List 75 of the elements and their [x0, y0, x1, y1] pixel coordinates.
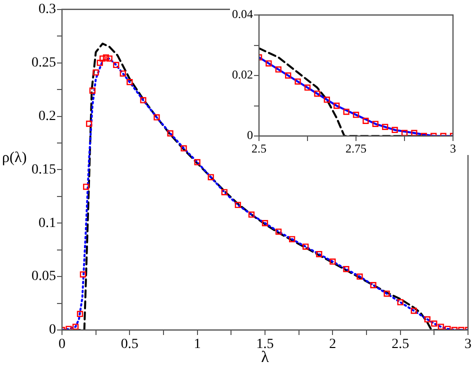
x-tick-label: 3	[464, 337, 472, 352]
y-tick-label: 0	[49, 322, 56, 338]
y-tick-label: 0.04	[232, 7, 253, 22]
point	[96, 60, 103, 66]
point	[316, 251, 322, 258]
point	[262, 220, 268, 226]
point	[370, 282, 376, 288]
x-tick-label: 3	[450, 141, 456, 156]
point	[314, 90, 320, 97]
y-tick-label: 0	[247, 128, 253, 142]
point	[72, 324, 79, 330]
point	[410, 308, 417, 314]
point	[154, 114, 160, 120]
y-tick-label: 0.05	[32, 269, 56, 284]
point	[397, 299, 404, 306]
point	[382, 124, 388, 130]
point	[92, 69, 99, 76]
point	[275, 228, 282, 235]
point	[234, 202, 242, 208]
point	[194, 159, 200, 166]
point	[180, 145, 187, 152]
x-tick-label: 2.5	[252, 141, 266, 156]
point	[411, 130, 418, 136]
y-tick-label: 0.02	[232, 68, 253, 82]
x-tick-label: 2.5	[392, 337, 410, 352]
x-tick-label: 2	[329, 337, 336, 352]
x-axis-title: λ	[261, 349, 269, 366]
point	[372, 120, 378, 127]
point	[167, 130, 174, 136]
point	[208, 174, 214, 180]
point	[126, 78, 133, 86]
point	[80, 271, 86, 278]
point	[356, 273, 363, 280]
point	[86, 120, 92, 127]
point	[285, 72, 292, 79]
point	[275, 66, 282, 73]
point	[431, 320, 438, 327]
x-tick-label: 0	[58, 337, 66, 352]
point	[266, 60, 272, 66]
point	[120, 70, 126, 77]
x-tick-label: 2.75	[346, 141, 366, 156]
point	[248, 212, 255, 218]
point	[113, 62, 120, 68]
point	[221, 189, 228, 196]
y-tick-label: 0.2	[38, 108, 56, 124]
point	[334, 102, 340, 109]
point	[384, 290, 390, 297]
point	[76, 310, 84, 318]
point	[392, 126, 398, 134]
point	[102, 54, 110, 61]
point	[304, 84, 311, 91]
point	[343, 266, 350, 272]
point	[401, 130, 408, 136]
x-tick-label: 0.5	[120, 337, 138, 352]
point	[83, 184, 90, 190]
y-tick-label: 0.1	[38, 216, 56, 231]
point	[106, 55, 112, 62]
x-tick-label: 1	[194, 337, 201, 352]
point	[438, 324, 444, 330]
point	[343, 108, 350, 115]
point	[424, 316, 430, 322]
point	[352, 112, 360, 118]
point	[100, 55, 106, 62]
point	[330, 258, 336, 265]
point	[288, 236, 296, 242]
y-tick-label: 0.3	[38, 2, 56, 18]
point	[324, 96, 330, 103]
y-tick-label: 0.15	[32, 162, 56, 178]
point	[302, 244, 309, 250]
point	[362, 118, 369, 124]
y-tick-label: 0.25	[32, 56, 56, 71]
point	[294, 78, 301, 85]
point	[89, 88, 96, 94]
y-axis-title: ρ(λ)	[2, 150, 27, 167]
point	[140, 97, 146, 104]
